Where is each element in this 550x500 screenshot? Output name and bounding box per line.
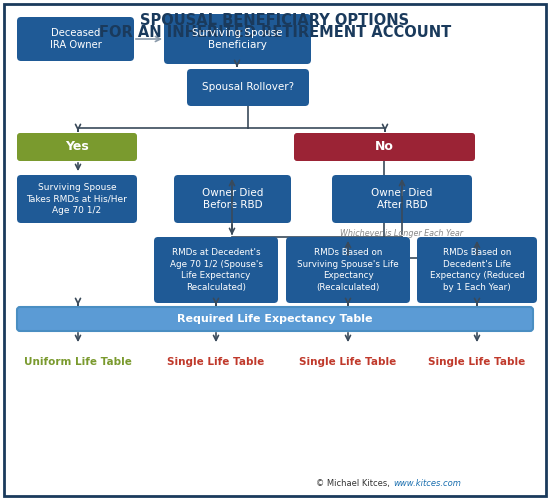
FancyBboxPatch shape bbox=[294, 133, 475, 161]
Text: Required Life Expectancy Table: Required Life Expectancy Table bbox=[177, 314, 373, 324]
FancyBboxPatch shape bbox=[332, 175, 472, 223]
Text: Single Life Table: Single Life Table bbox=[167, 357, 265, 367]
Text: RMDs Based on
Decedent's Life
Expectancy (Reduced
by 1 Each Year): RMDs Based on Decedent's Life Expectancy… bbox=[430, 248, 525, 292]
Text: No: No bbox=[375, 140, 394, 153]
Text: RMDs Based on
Surviving Spouse's Life
Expectancy
(Recalculated): RMDs Based on Surviving Spouse's Life Ex… bbox=[297, 248, 399, 292]
FancyBboxPatch shape bbox=[17, 307, 533, 331]
FancyBboxPatch shape bbox=[17, 175, 137, 223]
Text: Spousal Rollover?: Spousal Rollover? bbox=[202, 82, 294, 92]
Text: FOR AN INHERITED RETIREMENT ACCOUNT: FOR AN INHERITED RETIREMENT ACCOUNT bbox=[99, 25, 451, 40]
Text: SPOUSAL BENEFICIARY OPTIONS: SPOUSAL BENEFICIARY OPTIONS bbox=[140, 13, 410, 28]
Text: Owner Died
After RBD: Owner Died After RBD bbox=[371, 188, 433, 210]
FancyBboxPatch shape bbox=[164, 14, 311, 64]
Text: Whichever is Longer Each Year: Whichever is Longer Each Year bbox=[340, 229, 464, 238]
Text: RMDs at Decedent's
Age 70 1/2 (Spouse's
Life Expectancy
Recalculated): RMDs at Decedent's Age 70 1/2 (Spouse's … bbox=[169, 248, 262, 292]
FancyBboxPatch shape bbox=[17, 17, 134, 61]
Text: © Michael Kitces,: © Michael Kitces, bbox=[316, 479, 390, 488]
Text: Yes: Yes bbox=[65, 140, 89, 153]
FancyBboxPatch shape bbox=[286, 237, 410, 303]
Text: Surviving Spouse
Beneficiary: Surviving Spouse Beneficiary bbox=[192, 28, 283, 50]
FancyBboxPatch shape bbox=[417, 237, 537, 303]
Text: www.kitces.com: www.kitces.com bbox=[393, 479, 461, 488]
FancyBboxPatch shape bbox=[154, 237, 278, 303]
Text: Single Life Table: Single Life Table bbox=[299, 357, 397, 367]
FancyBboxPatch shape bbox=[187, 69, 309, 106]
Text: Owner Died
Before RBD: Owner Died Before RBD bbox=[202, 188, 263, 210]
Text: Surviving Spouse
Takes RMDs at His/Her
Age 70 1/2: Surviving Spouse Takes RMDs at His/Her A… bbox=[26, 183, 128, 215]
Text: Deceased
IRA Owner: Deceased IRA Owner bbox=[50, 28, 101, 50]
FancyBboxPatch shape bbox=[17, 133, 137, 161]
Text: Single Life Table: Single Life Table bbox=[428, 357, 526, 367]
FancyBboxPatch shape bbox=[174, 175, 291, 223]
Text: Uniform Life Table: Uniform Life Table bbox=[24, 357, 132, 367]
